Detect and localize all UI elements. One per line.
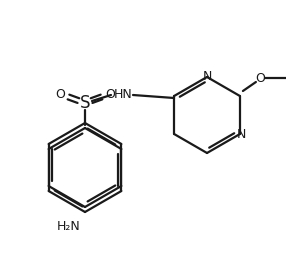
Text: O: O bbox=[255, 72, 265, 85]
Text: O: O bbox=[105, 88, 115, 102]
Text: S: S bbox=[80, 94, 90, 112]
Text: O: O bbox=[55, 88, 65, 102]
Text: HN: HN bbox=[114, 88, 132, 102]
Text: H₂N: H₂N bbox=[57, 220, 81, 233]
Text: N: N bbox=[202, 70, 212, 84]
Text: N: N bbox=[237, 128, 247, 140]
